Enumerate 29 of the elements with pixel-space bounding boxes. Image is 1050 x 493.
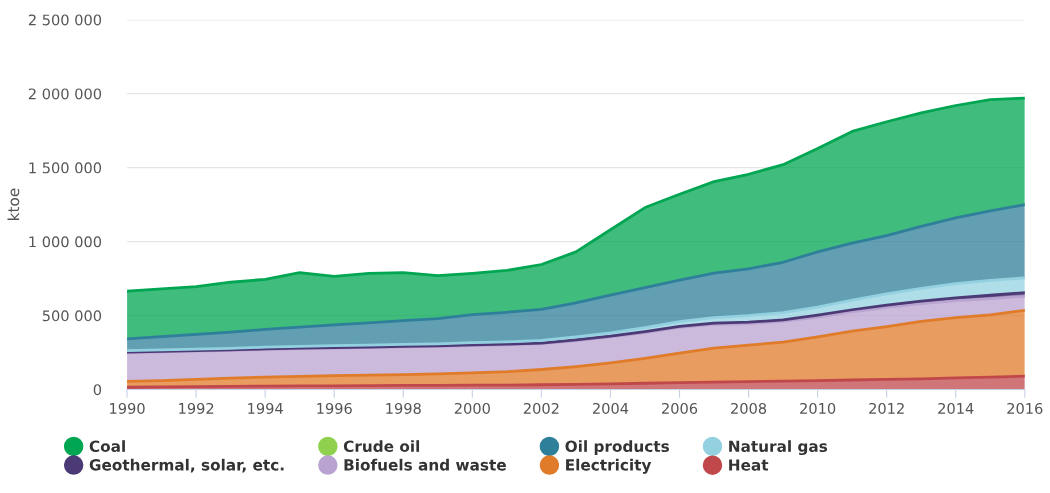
- x-tick-label: 1994: [248, 402, 283, 414]
- legend-label: Coal: [89, 440, 125, 453]
- y-tick-label: 1 000 000: [29, 236, 102, 248]
- y-tick-label: 500 000: [42, 310, 102, 322]
- x-tick-label: 1998: [386, 402, 421, 414]
- x-tick-label: 2012: [869, 402, 904, 414]
- x-tick-label: 2004: [592, 402, 629, 414]
- y-tick-label: 1 500 000: [29, 162, 102, 174]
- y-tick-label: 2 500 000: [28, 14, 102, 26]
- x-tick-label: 2006: [662, 402, 698, 414]
- legend-label: Electricity: [566, 458, 652, 474]
- legend-label: Natural gas: [729, 440, 828, 456]
- x-tick-label: 2008: [731, 402, 767, 414]
- legend-label: Oil products: [565, 440, 669, 455]
- legend-label: Geothermal, solar, etc.: [89, 458, 284, 473]
- y-tick-label: 0: [93, 384, 102, 396]
- x-tick-label: 1992: [179, 402, 214, 414]
- x-tick-label: 2000: [454, 402, 490, 414]
- x-tick-label: 2016: [1007, 402, 1043, 414]
- x-tick-label: 1996: [317, 402, 352, 414]
- y-tick-label: 2 000 000: [28, 88, 102, 100]
- y-axis-title: ktoe: [7, 188, 20, 220]
- legend-label: Crude oil: [343, 440, 420, 453]
- legend-label: Biofuels and waste: [344, 458, 506, 471]
- x-tick-label: 2010: [800, 402, 836, 414]
- x-tick-label: 1990: [110, 402, 145, 414]
- x-tick-label: 2002: [523, 402, 559, 414]
- x-tick-label: 2014: [938, 402, 974, 414]
- legend-label: Heat: [729, 459, 769, 471]
